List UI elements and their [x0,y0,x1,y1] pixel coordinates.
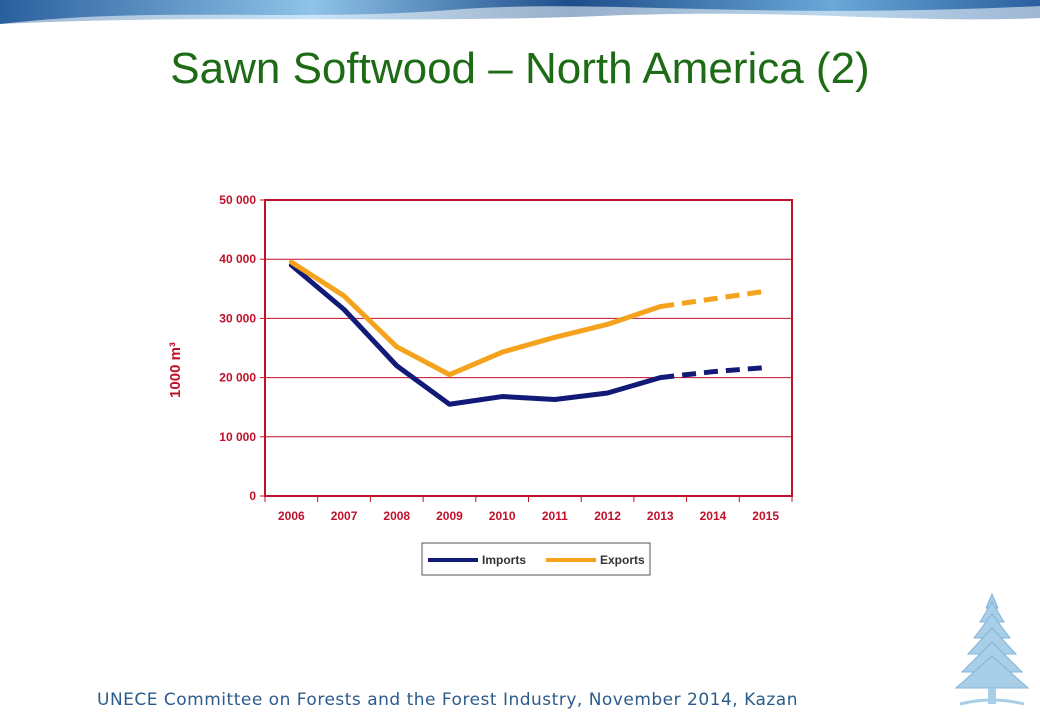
x-tick-label: 2006 [278,509,305,523]
x-tick-label: 2015 [752,509,779,523]
x-tick-label: 2011 [542,509,568,523]
series-lines [288,259,767,407]
legend-label-exports: Exports [600,553,645,567]
series-projection-imports [659,365,766,381]
series-line-exports [288,259,663,378]
y-tick-label: 10 000 [219,430,256,444]
x-tick-label: 2013 [647,509,674,523]
y-axis-ticks: 0 10 000 20 000 30 000 40 000 50 000 [219,193,265,503]
line-chart: 0 10 000 20 000 30 000 40 000 50 000 2006 2007… [167,193,793,576]
grid-lines [265,258,792,438]
y-tick-label: 40 000 [219,252,256,266]
legend-label-imports: Imports [482,553,526,567]
plot-frame [264,199,793,497]
x-tick-label: 2007 [331,509,358,523]
y-tick-label: 0 [249,489,256,503]
series-line-imports [288,262,663,407]
x-tick-label: 2012 [594,509,621,523]
x-tick-label: 2009 [436,509,463,523]
y-axis-label: 1000 m³ [167,342,184,398]
decorative-banner [0,0,1040,24]
x-axis-ticks: 2006 2007 2008 2009 2010 2011 2012 2013 2014 2015 [264,496,793,523]
x-tick-label: 2008 [383,509,410,523]
legend-frame [421,542,651,576]
y-tick-label: 20 000 [219,371,256,385]
y-tick-label: 30 000 [219,311,256,325]
slide-title: Sawn Softwood – North America (2) [170,44,870,93]
x-tick-label: 2014 [700,509,727,523]
legend: Imports Exports [421,542,651,576]
tree-logo [954,592,1030,706]
x-tick-label: 2010 [489,509,516,523]
slide-footer: UNECE Committee on Forests and the Fores… [97,690,798,710]
y-tick-label: 50 000 [219,193,256,207]
